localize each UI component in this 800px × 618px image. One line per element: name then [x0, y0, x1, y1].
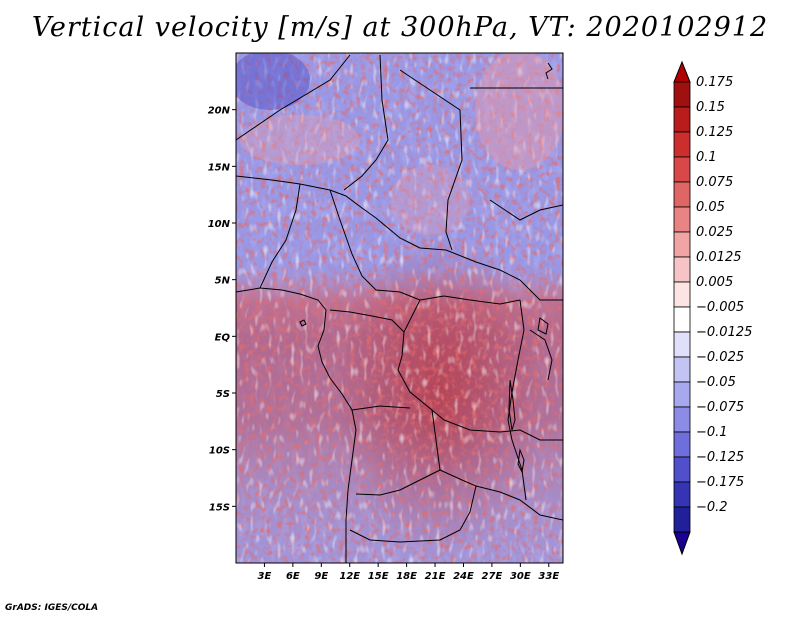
colorbar-label: 0.025 — [696, 225, 733, 240]
lon-label: 27E — [482, 571, 503, 582]
colorbar-label: −0.005 — [696, 300, 744, 315]
colorbar-label: −0.1 — [696, 425, 728, 440]
colorbar-label: 0.175 — [696, 75, 733, 90]
lat-label: EQ — [215, 332, 231, 343]
lat-label: 5N — [215, 276, 231, 287]
colorbar-label: 0.125 — [696, 125, 733, 140]
lat-label: 15S — [209, 502, 230, 513]
country-borders — [236, 54, 563, 563]
lat-label: 20N — [208, 106, 231, 117]
colorbar-swatch — [673, 81, 691, 108]
longitude-axis: 3E 6E 9E 12E 15E 18E 21E 24E 27E 30E 33E — [258, 563, 559, 582]
colorbar-swatch — [673, 131, 691, 158]
colorbar-label: −0.025 — [696, 350, 744, 365]
colorbar-swatch — [673, 281, 691, 308]
colorbar-label: 0.05 — [696, 200, 725, 215]
lat-label: 15N — [208, 162, 231, 173]
colorbar-swatch — [673, 331, 691, 358]
colorbar-swatch — [673, 181, 691, 208]
colorbar-label: −0.175 — [696, 475, 744, 490]
map-frame — [235, 52, 564, 564]
colorbar-swatch — [673, 406, 691, 433]
colorbar-label: −0.2 — [696, 500, 728, 515]
colorbar-label: 0.15 — [696, 100, 725, 115]
latitude-axis: 20N 15N 10N 5N EQ 5S 10S 15S — [208, 106, 236, 513]
colorbar-label: −0.125 — [696, 450, 744, 465]
lon-label: 30E — [510, 571, 531, 582]
lon-label: 33E — [538, 571, 559, 582]
colorbar-label: 0.1 — [696, 150, 717, 165]
colorbar-swatch — [673, 206, 691, 233]
colorbar-swatch — [673, 306, 691, 333]
colorbar-swatch — [673, 506, 691, 533]
lon-label: 15E — [368, 571, 389, 582]
colorbar-swatch — [673, 381, 691, 408]
colorbar-label: −0.075 — [696, 400, 744, 415]
lat-label: 5S — [216, 389, 230, 400]
lon-label: 21E — [425, 571, 446, 582]
colorbar-label: 0.005 — [696, 275, 733, 290]
colorbar-swatch — [673, 431, 691, 458]
colorbar-swatch — [673, 231, 691, 258]
colorbar-label: 0.075 — [696, 175, 733, 190]
colorbar-bottom-arrow — [673, 531, 691, 556]
lon-label: 12E — [339, 571, 360, 582]
lon-label: 6E — [286, 571, 300, 582]
lon-label: 9E — [314, 571, 328, 582]
colorbar: 0.175 0.15 0.125 0.1 0.075 0.05 0.025 0.0125 0.0… — [673, 60, 752, 556]
colorbar-top-arrow — [673, 60, 691, 83]
lat-label: 10N — [208, 219, 231, 230]
credit-text: GrADS: IGES/COLA — [5, 603, 99, 613]
colorbar-swatch — [673, 481, 691, 508]
colorbar-label: −0.05 — [696, 375, 736, 390]
colorbar-swatch — [673, 156, 691, 183]
lat-label: 10S — [209, 446, 230, 457]
colorbar-label: −0.0125 — [696, 325, 752, 340]
map-title: Vertical velocity [m/s] at 300hPa, VT: 2… — [31, 12, 769, 43]
colorbar-swatch — [673, 106, 691, 133]
colorbar-label: 0.0125 — [696, 250, 742, 265]
colorbar-swatch — [673, 356, 691, 383]
velocity-field — [236, 53, 563, 563]
lon-label: 18E — [396, 571, 417, 582]
lon-label: 3E — [258, 571, 272, 582]
colorbar-swatch — [673, 456, 691, 483]
lon-label: 24E — [453, 571, 474, 582]
colorbar-swatch — [673, 256, 691, 283]
